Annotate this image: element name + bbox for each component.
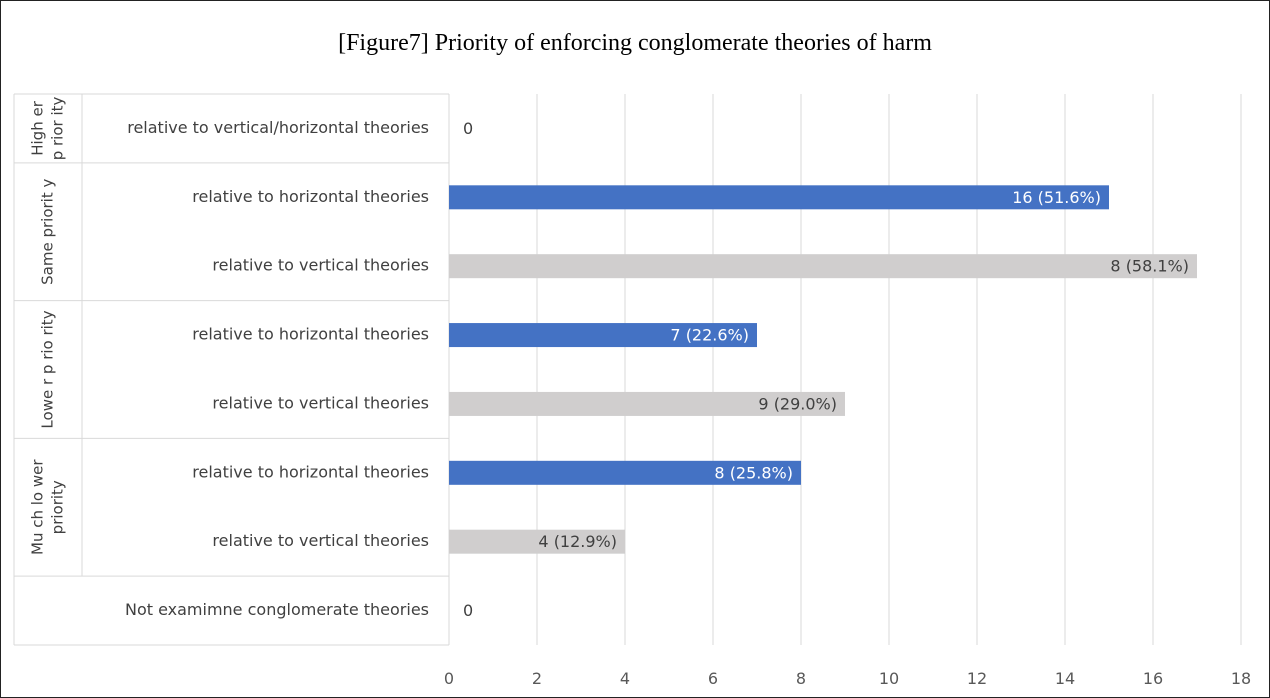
x-tick-label: 6: [708, 669, 718, 688]
data-label: 16 (51.6%): [1012, 188, 1101, 207]
bar: [449, 254, 1197, 279]
category-label: relative to horizontal theories: [192, 462, 429, 481]
x-tick-label: 0: [444, 669, 454, 688]
chart-title: [Figure7] Priority of enforcing conglome…: [338, 30, 932, 56]
data-label: 8 (58.1%): [1110, 257, 1189, 276]
category-label: relative to vertical theories: [212, 393, 429, 412]
group-label: Mu ch lo wer: [29, 459, 47, 555]
data-label: 8 (25.8%): [714, 463, 793, 482]
category-label: relative to vertical theories: [212, 256, 429, 275]
group-label: High er: [29, 100, 47, 155]
data-label: 0: [463, 601, 473, 620]
bar: [449, 323, 757, 348]
x-tick-label: 14: [1055, 669, 1075, 688]
bar: [449, 185, 1109, 210]
bar: [449, 460, 801, 485]
group-label: Same priorit y: [39, 179, 57, 285]
group-label: Lowe r p rio rity: [39, 310, 57, 428]
x-tick-label: 18: [1231, 669, 1251, 688]
bar: [449, 529, 625, 554]
data-label: 4 (12.9%): [538, 532, 617, 551]
category-label: relative to horizontal theories: [192, 325, 429, 344]
category-label: Not examimne conglomerate theories: [125, 600, 429, 619]
x-tick-label: 2: [532, 669, 542, 688]
x-tick-label: 10: [879, 669, 899, 688]
labels: 0 2 4 6 8 10 12 14 16 18 High er p rior ity Same pri…: [29, 96, 1252, 688]
data-label: 9 (29.0%): [758, 394, 837, 413]
gridlines: [448, 94, 1242, 645]
category-label: relative to vertical theories: [212, 531, 429, 550]
x-tick-label: 4: [620, 669, 630, 688]
group-label: priority: [49, 480, 67, 534]
x-tick-label: 16: [1143, 669, 1163, 688]
bars: [449, 185, 1197, 554]
category-label: relative to vertical/horizontal theories: [127, 118, 429, 137]
bar: [449, 391, 845, 416]
group-label: p rior ity: [49, 96, 67, 160]
x-tick-label: 12: [967, 669, 987, 688]
data-label: 7 (22.6%): [670, 326, 749, 345]
category-label: relative to horizontal theories: [192, 187, 429, 206]
category-table: [13, 93, 449, 646]
data-label: 0: [463, 119, 473, 138]
x-tick-label: 8: [796, 669, 806, 688]
